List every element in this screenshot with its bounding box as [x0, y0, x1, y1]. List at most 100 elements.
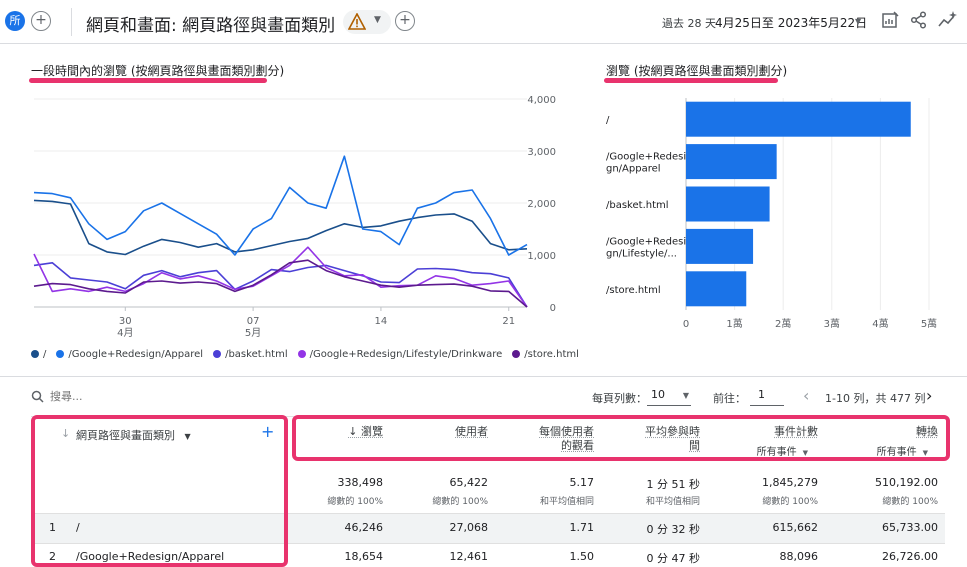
- row-metric-value: 0 分 47 秒: [646, 552, 701, 565]
- views-by-page-bar-chart[interactable]: 0 1萬 2萬 3萬 4萬 5萬//Google+Redesign/Apparel/bas…: [590, 88, 950, 338]
- dimension-header[interactable]: 網頁路徑與畫面類別 ▼: [76, 427, 191, 443]
- bar[interactable]: [686, 186, 770, 222]
- search-icon: [31, 390, 44, 403]
- x-tick-label: 2萬: [775, 317, 791, 330]
- rows-per-page-select[interactable]: 10 ▼: [647, 386, 691, 406]
- table-search[interactable]: [31, 390, 190, 403]
- series-line-3[interactable]: [33, 246, 528, 308]
- next-page-icon[interactable]: ›: [926, 386, 933, 405]
- event-filter-dropdown[interactable]: 所有事件 ▼: [848, 443, 928, 458]
- event-filter-label: 所有事件: [876, 447, 917, 458]
- dimension-highlight-box: [31, 415, 288, 567]
- x-tick-month: 4月: [117, 327, 133, 339]
- metric-header-label: 轉換: [916, 425, 938, 438]
- row-divider: [31, 543, 945, 544]
- title-highlight: [604, 78, 778, 83]
- metric-header-label: 事件計數: [774, 425, 818, 438]
- bar[interactable]: [686, 271, 747, 307]
- x-tick-label: 1萬: [726, 317, 742, 330]
- legend-label: /: [43, 348, 47, 360]
- row-rank: 2: [49, 550, 56, 563]
- metric-header[interactable]: 使用者: [398, 425, 488, 439]
- legend-item[interactable]: /Google+Redesign/Lifestyle/Drinkware: [297, 348, 503, 360]
- series-line-0[interactable]: [33, 199, 528, 256]
- row-page-path[interactable]: /: [76, 521, 80, 534]
- y-tick-label: 3,000: [527, 147, 556, 158]
- x-tick-label: 3萬: [824, 317, 840, 330]
- total-value: 1,845,279: [762, 476, 818, 489]
- legend-swatch: [297, 350, 306, 358]
- bar[interactable]: [686, 228, 754, 264]
- table-row-highlight: [31, 514, 945, 543]
- row-metric-value: 65,733.00: [882, 521, 938, 534]
- metric-header[interactable]: 每個使用者 的觀看: [504, 425, 594, 453]
- metric-header-label: 平均參與時: [645, 425, 700, 438]
- row-metric-value: 18,654: [344, 550, 384, 563]
- metric-header[interactable]: ↓ 瀏覽: [293, 425, 383, 439]
- series-line-1[interactable]: [33, 155, 528, 256]
- legend-label: /Google+Redesign/Lifestyle/Drinkware: [309, 348, 503, 360]
- row-page-path[interactable]: /Google+Redesign/Apparel: [76, 550, 225, 563]
- date-chevron-icon[interactable]: ▼: [855, 17, 862, 26]
- x-tick-month: 5月: [245, 327, 261, 339]
- category-label: /Google+Redesi: [606, 152, 686, 163]
- search-input[interactable]: [50, 390, 190, 403]
- insights-icon[interactable]: [938, 11, 958, 29]
- legend-item[interactable]: /Google+Redesign/Apparel: [56, 349, 203, 360]
- x-tick-label: 21: [502, 316, 515, 327]
- add-filter-button[interactable]: +: [395, 11, 415, 31]
- date-range-label: 過去 28 天: [662, 17, 716, 30]
- category-label: /basket.html: [606, 200, 669, 211]
- row-metric-value: 1.50: [569, 550, 595, 563]
- sort-arrow-icon[interactable]: ↓: [61, 427, 71, 440]
- legend-item[interactable]: /: [31, 349, 46, 360]
- event-filter-label: 所有事件: [756, 447, 797, 458]
- row-metric-value: 27,068: [449, 521, 489, 534]
- bar[interactable]: [686, 101, 911, 137]
- pagination-info: 1-10 列，共 477 列: [825, 392, 926, 405]
- metric-header-label-line2: 的觀看: [561, 439, 594, 452]
- property-badge[interactable]: 所: [5, 11, 25, 31]
- add-comparison-button[interactable]: +: [31, 11, 51, 31]
- chevron-down-icon: ▼: [682, 391, 689, 400]
- metric-header[interactable]: 事件計數: [718, 425, 818, 439]
- x-tick-label: 07: [247, 316, 260, 327]
- row-metric-value: 26,726.00: [882, 550, 938, 563]
- metric-header-label-line2: 間: [689, 439, 700, 452]
- total-value: 510,192.00: [875, 476, 938, 489]
- event-filter-dropdown[interactable]: 所有事件 ▼: [728, 443, 808, 458]
- bar[interactable]: [686, 144, 777, 180]
- warning-icon: [348, 13, 366, 30]
- total-subtext: 總數的 100%: [762, 497, 818, 507]
- prev-page-icon[interactable]: ‹: [803, 386, 810, 405]
- metric-header[interactable]: 平均參與時間: [610, 425, 700, 453]
- page-title: 網頁和畫面: 網頁路徑與畫面類別: [86, 16, 336, 36]
- metric-header-label: ↓ 瀏覽: [348, 425, 383, 438]
- customize-report-icon[interactable]: [881, 11, 899, 29]
- total-subtext: 總數的 100%: [882, 497, 938, 507]
- category-label: /: [606, 115, 610, 126]
- date-range-picker[interactable]: 4月25日至 2023年5月22日: [715, 16, 868, 30]
- row-metric-value: 1.71: [569, 521, 595, 534]
- total-subtext: 和平均值相同: [539, 497, 594, 507]
- total-value: 338,498: [337, 476, 384, 489]
- share-icon[interactable]: [910, 11, 928, 29]
- legend-swatch: [213, 350, 222, 358]
- series-line-4[interactable]: [33, 259, 528, 308]
- legend-item[interactable]: /basket.html: [213, 349, 288, 360]
- warning-dropdown[interactable]: ▼: [343, 10, 391, 34]
- goto-page-input[interactable]: 1: [750, 386, 784, 406]
- chevron-down-icon: ▼: [802, 449, 808, 457]
- chevron-down-icon: ▼: [374, 15, 381, 25]
- row-divider: [31, 513, 945, 514]
- x-tick-label: 30: [119, 316, 132, 327]
- bar-chart-title: 瀏覽 (按網頁路徑與畫面類別劃分): [606, 64, 788, 78]
- row-metric-value: 0 分 32 秒: [646, 523, 701, 536]
- add-dimension-button[interactable]: +: [261, 422, 275, 441]
- legend-swatch: [56, 350, 65, 358]
- category-label: /Google+Redesi: [606, 236, 686, 247]
- metric-header[interactable]: 轉換: [838, 425, 938, 439]
- legend-item[interactable]: /store.html: [512, 349, 579, 360]
- x-tick-label: 4萬: [872, 317, 888, 330]
